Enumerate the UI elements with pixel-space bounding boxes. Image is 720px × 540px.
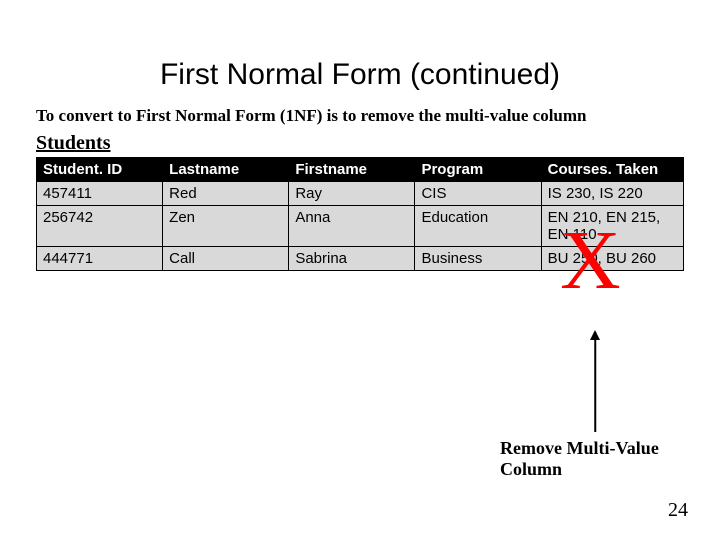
table-row: 457411 Red Ray CIS IS 230, IS 220 [37, 182, 684, 206]
slide: First Normal Form (continued) To convert… [0, 0, 720, 540]
th-student-id: Student. ID [37, 158, 163, 182]
slide-subtitle: To convert to First Normal Form (1NF) is… [36, 106, 684, 126]
cell: 256742 [37, 206, 163, 247]
page-number: 24 [668, 499, 688, 522]
cell: Sabrina [289, 247, 415, 271]
table-row: 256742 Zen Anna Education EN 210, EN 215… [37, 206, 684, 247]
cell: Business [415, 247, 541, 271]
arrow-line [594, 332, 596, 432]
cell: IS 230, IS 220 [541, 182, 683, 206]
table-name: Students [36, 132, 684, 155]
cell: EN 210, EN 215, EN 110 [541, 206, 683, 247]
cell: Red [163, 182, 289, 206]
th-program: Program [415, 158, 541, 182]
cell: Zen [163, 206, 289, 247]
callout-line2: Column [500, 459, 562, 479]
slide-title: First Normal Form (continued) [36, 58, 684, 92]
th-lastname: Lastname [163, 158, 289, 182]
students-table: Student. ID Lastname Firstname Program C… [36, 157, 684, 271]
cell: Education [415, 206, 541, 247]
th-firstname: Firstname [289, 158, 415, 182]
callout-remove-column: Remove Multi-Value Column [500, 438, 659, 479]
cell: Call [163, 247, 289, 271]
cell: 444771 [37, 247, 163, 271]
cell: BU 250, BU 260 [541, 247, 683, 271]
cell: CIS [415, 182, 541, 206]
th-courses-taken: Courses. Taken [541, 158, 683, 182]
table-row: 444771 Call Sabrina Business BU 250, BU … [37, 247, 684, 271]
table-header-row: Student. ID Lastname Firstname Program C… [37, 158, 684, 182]
callout-line1: Remove Multi-Value [500, 438, 659, 458]
cell: Ray [289, 182, 415, 206]
cell: 457411 [37, 182, 163, 206]
cell: Anna [289, 206, 415, 247]
